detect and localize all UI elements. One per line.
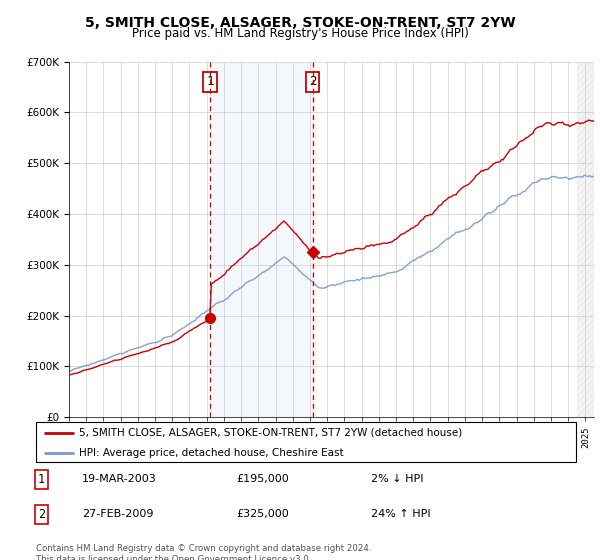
Text: HPI: Average price, detached house, Cheshire East: HPI: Average price, detached house, Ches… [79, 448, 344, 458]
Bar [577, 62, 594, 417]
Text: 1: 1 [38, 473, 45, 486]
Text: 2: 2 [38, 508, 45, 521]
Text: £325,000: £325,000 [236, 509, 289, 519]
Text: 5, SMITH CLOSE, ALSAGER, STOKE-ON-TRENT, ST7 2YW: 5, SMITH CLOSE, ALSAGER, STOKE-ON-TRENT,… [85, 16, 515, 30]
Text: 1: 1 [206, 76, 214, 88]
Bar [211, 62, 313, 417]
Text: 5, SMITH CLOSE, ALSAGER, STOKE-ON-TRENT, ST7 2YW (detached house): 5, SMITH CLOSE, ALSAGER, STOKE-ON-TRENT,… [79, 428, 463, 437]
Text: £195,000: £195,000 [236, 474, 289, 484]
Text: 2: 2 [309, 76, 316, 88]
Text: Contains HM Land Registry data © Crown copyright and database right 2024.
This d: Contains HM Land Registry data © Crown c… [36, 544, 371, 560]
Text: Price paid vs. HM Land Registry's House Price Index (HPI): Price paid vs. HM Land Registry's House … [131, 27, 469, 40]
Text: 2% ↓ HPI: 2% ↓ HPI [371, 474, 424, 484]
Text: 27-FEB-2009: 27-FEB-2009 [82, 509, 154, 519]
Text: 24% ↑ HPI: 24% ↑ HPI [371, 509, 430, 519]
Text: 19-MAR-2003: 19-MAR-2003 [82, 474, 157, 484]
